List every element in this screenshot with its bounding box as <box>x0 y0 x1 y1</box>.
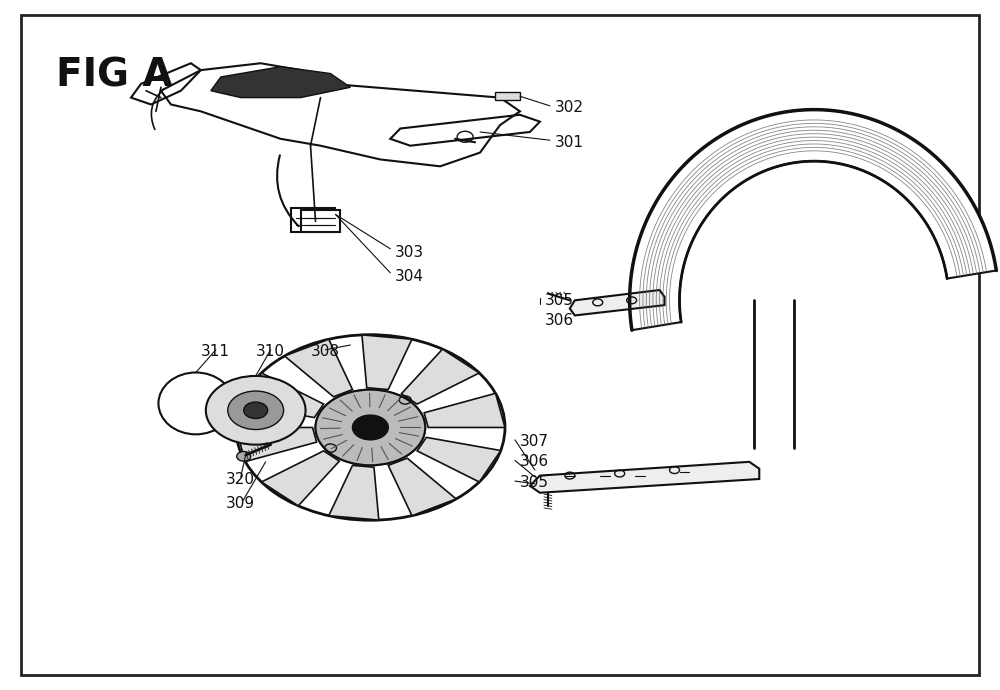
Polygon shape <box>424 393 505 428</box>
Polygon shape <box>285 339 352 397</box>
Text: FIG A: FIG A <box>56 57 173 95</box>
Circle shape <box>206 376 306 444</box>
Text: 306: 306 <box>520 454 549 469</box>
Text: 311: 311 <box>201 344 230 359</box>
Polygon shape <box>236 428 317 462</box>
Text: 301: 301 <box>555 135 584 150</box>
FancyBboxPatch shape <box>291 208 335 232</box>
Polygon shape <box>570 290 665 315</box>
Polygon shape <box>630 110 996 330</box>
Polygon shape <box>329 465 379 520</box>
Circle shape <box>352 415 388 440</box>
Polygon shape <box>417 437 501 482</box>
Text: 309: 309 <box>226 495 255 511</box>
Text: 306: 306 <box>545 313 574 328</box>
Polygon shape <box>401 349 479 404</box>
Polygon shape <box>261 451 339 506</box>
Circle shape <box>316 390 425 465</box>
Circle shape <box>316 390 425 465</box>
Text: 310: 310 <box>256 344 285 359</box>
Circle shape <box>350 414 390 441</box>
FancyBboxPatch shape <box>301 210 340 232</box>
Text: 307: 307 <box>520 434 549 448</box>
Circle shape <box>244 402 268 419</box>
Polygon shape <box>362 335 412 390</box>
Text: 308: 308 <box>311 344 340 359</box>
Polygon shape <box>388 458 456 515</box>
Text: 304: 304 <box>395 269 424 284</box>
Text: 302: 302 <box>555 101 584 115</box>
Text: 305: 305 <box>545 293 574 308</box>
Polygon shape <box>211 67 350 97</box>
Circle shape <box>228 391 284 430</box>
Text: 320: 320 <box>226 471 255 486</box>
Text: 305: 305 <box>520 475 549 490</box>
Polygon shape <box>240 373 324 417</box>
Circle shape <box>237 451 251 461</box>
Polygon shape <box>530 462 759 493</box>
Text: 303: 303 <box>395 245 424 259</box>
FancyBboxPatch shape <box>495 92 520 100</box>
